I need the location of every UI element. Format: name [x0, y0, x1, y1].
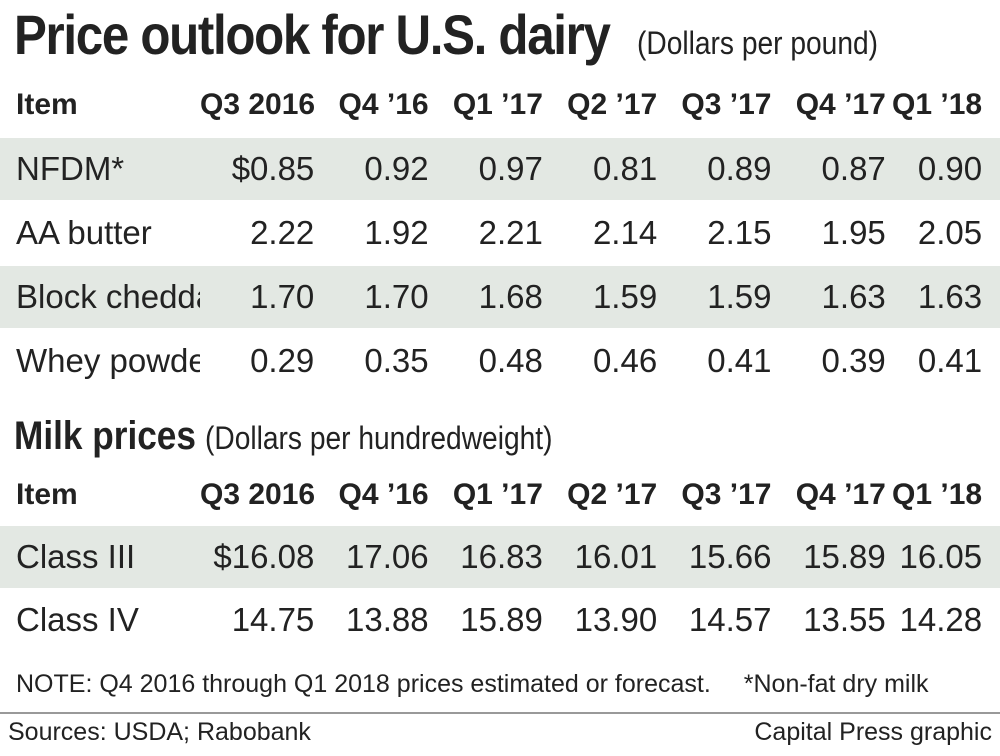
col-header: Q4 ’17 — [795, 88, 886, 121]
title-unit: (Dollars per pound) — [636, 25, 878, 61]
footer-divider — [0, 712, 1000, 714]
cell-value: 14.75 — [231, 601, 315, 638]
col-header: Q3 ’17 — [681, 88, 772, 121]
col-header: Q2 ’17 — [567, 478, 658, 511]
col-header: Q4 ’16 — [338, 88, 429, 121]
col-header: Q3 2016 — [200, 88, 315, 121]
col-header: Q3 2016 — [200, 478, 315, 511]
cell-value: 1.59 — [657, 266, 772, 328]
cell-value: 0.87 — [771, 138, 886, 200]
cell-value: 13.88 — [346, 601, 429, 638]
cell-value: 0.81 — [542, 138, 658, 200]
cell-value: $16.08 — [200, 526, 315, 588]
table-row: Class III $16.08 17.06 16.83 16.01 15.66… — [0, 526, 1000, 588]
row-label: Block cheddar — [0, 266, 200, 328]
cell-value: 15.66 — [657, 526, 772, 588]
cell-value: 1.95 — [821, 214, 886, 251]
credit: Capital Press graphic — [754, 718, 992, 746]
cell-value: 0.97 — [428, 138, 543, 200]
footnote-text: *Non-fat dry milk — [743, 670, 929, 698]
row-label: NFDM* — [0, 138, 200, 200]
cell-value: 2.14 — [592, 214, 658, 251]
cell-value: 0.35 — [364, 342, 429, 379]
col-header: Q1 ’18 — [892, 88, 983, 121]
table-row: NFDM* $0.85 0.92 0.97 0.81 0.89 0.87 0.9… — [0, 138, 1000, 200]
cell-value: 16.83 — [428, 526, 543, 588]
row-label: Class III — [0, 526, 200, 588]
cell-value: 13.90 — [574, 601, 658, 638]
col-header: Q4 ’16 — [338, 478, 429, 511]
milk-title: Milk prices — [14, 414, 196, 458]
cell-value: 0.89 — [657, 138, 772, 200]
cell-value: 2.22 — [250, 214, 315, 251]
row-label: Class IV — [16, 601, 139, 638]
cell-value: 1.59 — [542, 266, 658, 328]
cell-value: 15.89 — [771, 526, 886, 588]
cell-value: 15.89 — [460, 601, 543, 638]
row-label: Whey powder — [16, 342, 200, 379]
cell-value: 0.29 — [250, 342, 315, 379]
cell-value: 1.70 — [314, 266, 429, 328]
chart-title: Price outlook for U.S. dairy — [14, 3, 611, 66]
cell-value: 16.05 — [885, 526, 1000, 588]
col-header: Q1 ’17 — [452, 478, 543, 511]
table-row: Whey powder 0.29 0.35 0.48 0.46 0.41 0.3… — [0, 328, 1000, 394]
cell-value: 16.01 — [542, 526, 658, 588]
cell-value: 2.15 — [707, 214, 772, 251]
col-header: Q4 ’17 — [795, 478, 886, 511]
col-header-item: Item — [16, 478, 78, 511]
milk-title-row: Milk prices (Dollars per hundredweight) — [14, 414, 600, 459]
cell-value: 0.41 — [707, 342, 772, 379]
footer: Sources: USDA; Rabobank Capital Press gr… — [0, 716, 1000, 752]
note-line: NOTE: Q4 2016 through Q1 2018 prices est… — [16, 670, 929, 699]
cell-value: $0.85 — [200, 138, 315, 200]
dairy-header-row: Item Q3 2016 Q4 ’16 Q1 ’17 Q2 ’17 Q3 ’17… — [0, 72, 1000, 138]
table-row: Class IV 14.75 13.88 15.89 13.90 14.57 1… — [0, 588, 1000, 652]
cell-value: 0.39 — [821, 342, 886, 379]
milk-header-row: Item Q3 2016 Q4 ’16 Q1 ’17 Q2 ’17 Q3 ’17… — [0, 464, 1000, 526]
cell-value: 1.70 — [200, 266, 315, 328]
cell-value: 17.06 — [314, 526, 429, 588]
cell-value: 0.90 — [885, 138, 1000, 200]
cell-value: 0.92 — [314, 138, 429, 200]
cell-value: 2.21 — [478, 214, 543, 251]
cell-value: 1.68 — [428, 266, 543, 328]
col-header-item: Item — [16, 88, 78, 121]
cell-value: 14.57 — [688, 601, 772, 638]
cell-value: 1.63 — [885, 266, 1000, 328]
milk-table: Item Q3 2016 Q4 ’16 Q1 ’17 Q2 ’17 Q3 ’17… — [0, 464, 1000, 652]
milk-unit: (Dollars per hundredweight) — [204, 420, 553, 456]
cell-value: 2.05 — [917, 214, 983, 251]
col-header: Q1 ’18 — [892, 478, 983, 511]
col-header: Q3 ’17 — [681, 478, 772, 511]
table-row: AA butter 2.22 1.92 2.21 2.14 2.15 1.95 … — [0, 200, 1000, 266]
col-header: Q2 ’17 — [567, 88, 658, 121]
cell-value: 1.63 — [771, 266, 886, 328]
cell-value: 13.55 — [803, 601, 886, 638]
sources: Sources: USDA; Rabobank — [8, 718, 311, 746]
cell-value: 0.41 — [917, 342, 983, 379]
cell-value: 14.28 — [899, 601, 983, 638]
cell-value: 0.48 — [478, 342, 543, 379]
col-header: Q1 ’17 — [452, 88, 543, 121]
cell-value: 0.46 — [592, 342, 658, 379]
table-row: Block cheddar 1.70 1.70 1.68 1.59 1.59 1… — [0, 266, 1000, 328]
title-row: Price outlook for U.S. dairy (Dollars pe… — [14, 2, 911, 67]
note-text: NOTE: Q4 2016 through Q1 2018 prices est… — [16, 670, 711, 698]
cell-value: 1.92 — [364, 214, 429, 251]
dairy-table: Item Q3 2016 Q4 ’16 Q1 ’17 Q2 ’17 Q3 ’17… — [0, 72, 1000, 394]
row-label: AA butter — [16, 214, 152, 251]
